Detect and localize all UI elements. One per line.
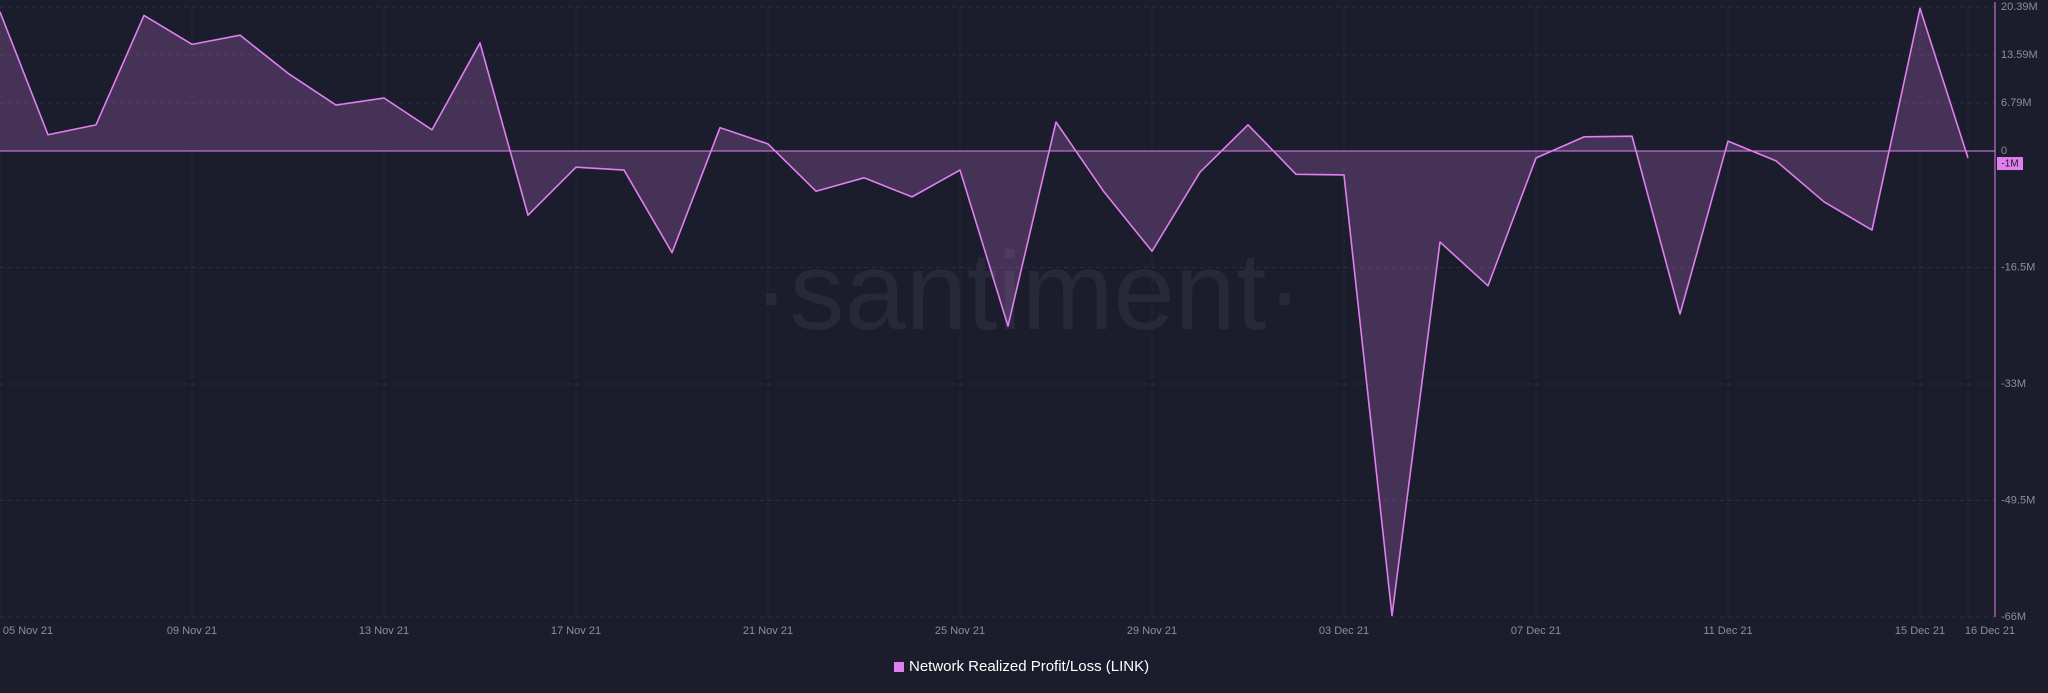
x-tick-label: 29 Nov 21 <box>1127 625 1177 637</box>
x-tick-label: 13 Nov 21 <box>359 625 409 637</box>
x-tick-label: 11 Dec 21 <box>1703 625 1752 637</box>
y-tick-label: 0 <box>2001 145 2007 157</box>
x-tick-label: 07 Dec 21 <box>1511 625 1561 637</box>
legend: Network Realized Profit/Loss (LINK) <box>894 658 1149 675</box>
y-tick-label: 6.79M <box>2001 97 2032 109</box>
current-value-badge <box>1997 157 2023 171</box>
y-tick-label: -33M <box>2001 378 2026 390</box>
legend-swatch <box>894 662 904 672</box>
line <box>0 7 1969 617</box>
x-tick-label: 21 Nov 21 <box>743 625 793 637</box>
x-tick-label: 16 Dec 21 <box>1965 625 2015 637</box>
watermark: ·santiment· <box>753 230 1303 353</box>
y-tick-label: -49.5M <box>2001 494 2035 506</box>
x-tick-label: 15 Dec 21 <box>1895 625 1945 637</box>
x-tick-label: 17 Nov 21 <box>551 625 601 637</box>
x-tick-label: 25 Nov 21 <box>935 625 985 637</box>
x-tick-label: 05 Nov 21 <box>3 625 53 637</box>
y-tick-label: -66M <box>2001 611 2026 623</box>
x-tick-label: 03 Dec 21 <box>1319 625 1369 637</box>
current-value-label: -1M <box>2001 159 2018 170</box>
y-tick-label: 20.39M <box>2001 1 2038 13</box>
y-tick-label: -16.5M <box>2001 261 2035 273</box>
x-tick-label: 09 Nov 21 <box>167 625 217 637</box>
area <box>0 8 1968 616</box>
legend-label: Network Realized Profit/Loss (LINK) <box>909 658 1149 675</box>
y-tick-label: 13.59M <box>2001 49 2038 61</box>
